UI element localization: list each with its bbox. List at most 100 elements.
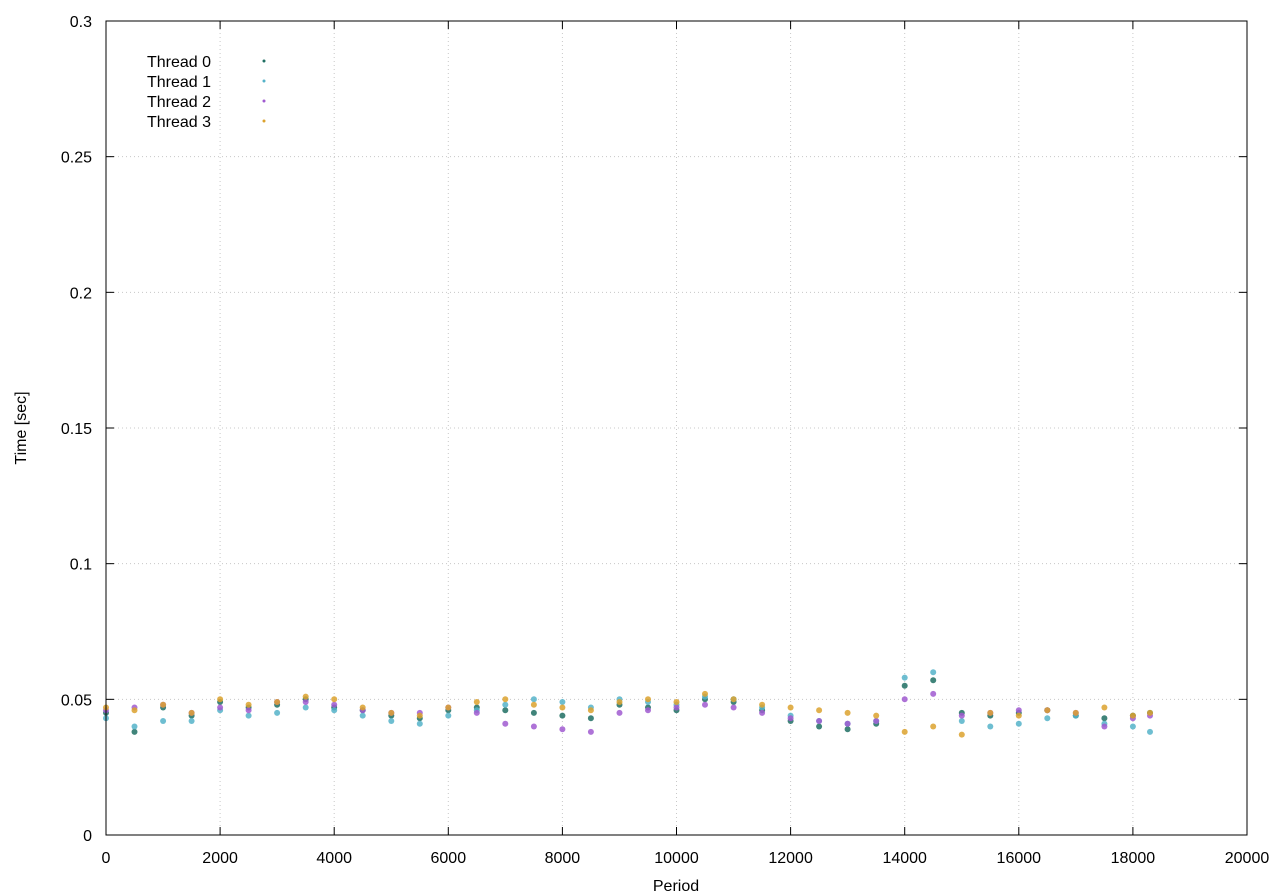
x-tick-label: 8000 [545,850,581,867]
y-tick-label: 0.2 [70,285,92,302]
x-tick-label: 0 [102,850,111,867]
y-tick-label: 0.15 [61,421,92,438]
x-tick-label: 10000 [654,850,699,867]
x-tick-label: 4000 [316,850,352,867]
data-points [103,669,1153,738]
data-point [816,707,823,714]
data-point [188,718,195,724]
data-point [816,723,823,730]
data-point [502,707,509,714]
data-point [1101,715,1108,722]
y-tick-label: 0.1 [70,557,92,574]
data-point [302,693,309,700]
y-tick-label: 0 [83,828,92,845]
data-point [987,723,994,730]
data-point [473,709,480,716]
data-point [816,718,823,724]
legend-marker-1 [262,79,266,83]
data-point [673,704,680,711]
data-point [274,699,281,705]
data-point [416,712,423,719]
series-1 [103,669,1153,735]
data-point [502,701,509,708]
data-point [530,701,537,708]
data-point [1129,723,1136,730]
data-point [1015,707,1022,714]
data-point [759,709,766,716]
x-tick-label: 6000 [431,850,467,867]
data-point [1147,709,1153,716]
data-point [559,699,566,705]
data-point [1129,712,1136,719]
series-0 [103,677,1153,735]
legend-entry-0: Thread 0 [147,54,211,71]
y-axis-label: Time [sec] [13,391,30,464]
data-point [160,701,167,708]
data-point [787,715,794,722]
data-point [616,709,623,716]
data-point [131,723,138,730]
data-point [274,709,281,716]
data-point [645,696,651,703]
data-point [302,704,309,711]
data-point [359,704,366,711]
data-point [302,699,309,705]
data-point [416,720,423,727]
axis-ticks [105,20,1248,836]
data-point [1072,709,1079,716]
tick-labels: 0 2000 4000 6000 8000 10000 12000 14000 16000 180… [61,14,1269,867]
data-point [702,701,708,708]
x-tick-label: 18000 [1111,850,1156,867]
data-point [1044,715,1051,722]
data-point [1015,712,1022,719]
data-point [759,701,766,708]
y-tick-label: 0.3 [70,14,92,31]
data-point [530,696,537,703]
data-point [844,726,851,733]
data-point [331,701,338,708]
data-point [958,712,965,719]
y-tick-label: 0.25 [61,150,92,167]
data-point [445,712,452,719]
data-point [844,709,851,716]
data-point [530,723,537,730]
data-point [217,696,224,703]
series-2 [103,690,1153,735]
legend-marker-2 [262,99,266,103]
data-point [587,707,594,714]
data-point [160,718,167,724]
data-point [502,696,509,703]
data-point [844,720,851,727]
x-tick-label: 16000 [997,850,1042,867]
data-point [901,728,908,735]
data-point [131,707,138,714]
x-tick-label: 2000 [202,850,238,867]
data-point [587,715,594,722]
data-point [473,699,480,705]
data-point [587,728,594,735]
data-point [1147,728,1153,735]
data-point [502,720,509,727]
data-point [188,709,195,716]
data-point [217,704,224,711]
legend-entry-1: Thread 1 [147,74,211,91]
data-point [530,709,537,716]
legend-marker-3 [262,119,266,123]
data-point [559,712,566,719]
data-point [930,690,937,697]
data-point [559,726,566,733]
data-point [445,704,452,711]
legend-marker-0 [262,59,266,63]
data-point [645,707,651,714]
data-point [1101,723,1108,730]
data-point [787,704,794,711]
data-point [131,728,138,735]
data-point [673,699,680,705]
data-point [930,669,937,676]
x-tick-label: 14000 [882,850,927,867]
data-point [873,712,880,719]
x-axis-label: Period [653,878,699,895]
data-point [245,707,252,714]
data-point [388,718,395,724]
